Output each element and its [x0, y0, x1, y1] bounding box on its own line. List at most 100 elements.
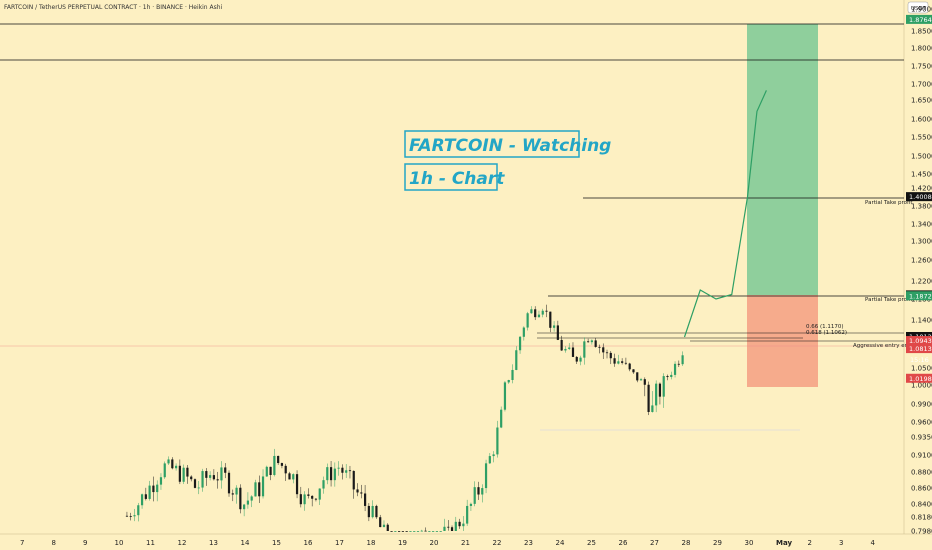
price-tick-label: 0.7980 — [911, 528, 932, 536]
price-tick-label: 1.3400 — [911, 221, 932, 229]
candle — [133, 508, 136, 522]
time-tick-label: 3 — [839, 539, 843, 547]
candle — [363, 485, 367, 512]
candle — [333, 462, 336, 487]
candle — [662, 373, 665, 408]
candle — [167, 456, 170, 465]
candle — [605, 349, 609, 359]
price-tick-label: 1.0500 — [911, 365, 932, 373]
candle — [492, 451, 495, 463]
candle — [594, 337, 597, 348]
time-tick-label: 11 — [146, 539, 155, 547]
candle — [159, 473, 163, 490]
candle — [628, 362, 631, 372]
candle — [345, 464, 348, 478]
projection-path — [683, 90, 767, 338]
candle — [511, 364, 514, 384]
candle — [507, 379, 510, 384]
candle — [288, 471, 291, 480]
price-badge: 1.0198 — [906, 373, 932, 383]
candle — [156, 480, 159, 502]
candle — [666, 374, 669, 381]
candle — [435, 531, 439, 532]
candle — [416, 531, 420, 532]
candle — [246, 492, 250, 509]
candle — [454, 516, 457, 531]
candle — [651, 391, 654, 413]
time-tick-label: 4 — [871, 539, 876, 547]
annotation-text-1: FARTCOIN - Watching — [409, 136, 611, 156]
candle — [398, 531, 401, 532]
currency-badge-label[interactable]: USDT — [911, 6, 927, 12]
candle — [292, 473, 295, 484]
time-tick-label: May — [776, 539, 792, 547]
candle — [144, 487, 147, 501]
candle — [632, 369, 635, 374]
candle — [394, 531, 397, 532]
candle — [673, 361, 677, 378]
time-tick-label: 20 — [430, 539, 439, 547]
candle — [579, 355, 582, 366]
candle — [496, 420, 499, 458]
candle — [473, 481, 476, 507]
time-tick-label: 18 — [367, 539, 376, 547]
candle — [273, 448, 276, 477]
fib-label-0618: 0.618 (1.1062) — [806, 330, 847, 336]
candle — [643, 377, 646, 397]
price-tick-label: 1.9000 — [911, 6, 932, 14]
time-tick-label: 10 — [115, 539, 124, 547]
time-tick-label: 24 — [556, 539, 565, 547]
candle — [326, 463, 329, 485]
candle — [239, 484, 242, 514]
candle — [609, 351, 612, 365]
time-tick-label: 17 — [335, 539, 344, 547]
candle — [587, 338, 590, 343]
candle — [522, 326, 525, 341]
candle — [488, 453, 491, 464]
price-tick-label: 1.6500 — [911, 97, 932, 105]
annotation-box-1 — [404, 130, 580, 158]
candle — [269, 466, 272, 481]
candle — [231, 489, 234, 502]
candle — [677, 360, 680, 368]
candle — [186, 465, 189, 484]
candle — [518, 335, 522, 354]
candle — [477, 481, 480, 500]
svg-text:1.0198: 1.0198 — [909, 375, 932, 383]
candle — [216, 471, 219, 489]
candle — [318, 488, 321, 506]
candle — [624, 357, 628, 366]
price-badge: 1.4008 — [906, 192, 932, 202]
price-tick-label: 1.7500 — [911, 63, 932, 71]
price-badges: 1.87641.40081.18911.18721.10121.09431.08… — [906, 14, 932, 383]
annotation-box-2 — [404, 163, 498, 191]
time-tick-label: 22 — [493, 539, 502, 547]
candle — [152, 476, 155, 502]
candle — [311, 495, 314, 507]
candle — [140, 493, 144, 509]
candle — [197, 481, 200, 495]
candle — [534, 306, 537, 321]
fib-label-066: 0.66 (1.1170) — [806, 324, 844, 330]
candle — [401, 531, 404, 532]
price-badge: 1.0943 — [906, 336, 932, 346]
currency-badge — [907, 1, 929, 14]
price-tick-label: 1.7000 — [911, 81, 932, 89]
candle — [639, 377, 643, 381]
candle — [280, 462, 284, 469]
candle — [379, 514, 382, 528]
candle — [583, 337, 586, 365]
partial-tp-label-2: Partial Take profit — [865, 297, 913, 303]
candle — [125, 511, 129, 517]
candle — [602, 343, 605, 360]
time-tick-label: 14 — [241, 539, 250, 547]
candle — [277, 455, 280, 465]
candle — [552, 321, 556, 332]
candle — [560, 335, 563, 351]
time-tick-label: 25 — [587, 539, 596, 547]
candle — [462, 516, 465, 531]
